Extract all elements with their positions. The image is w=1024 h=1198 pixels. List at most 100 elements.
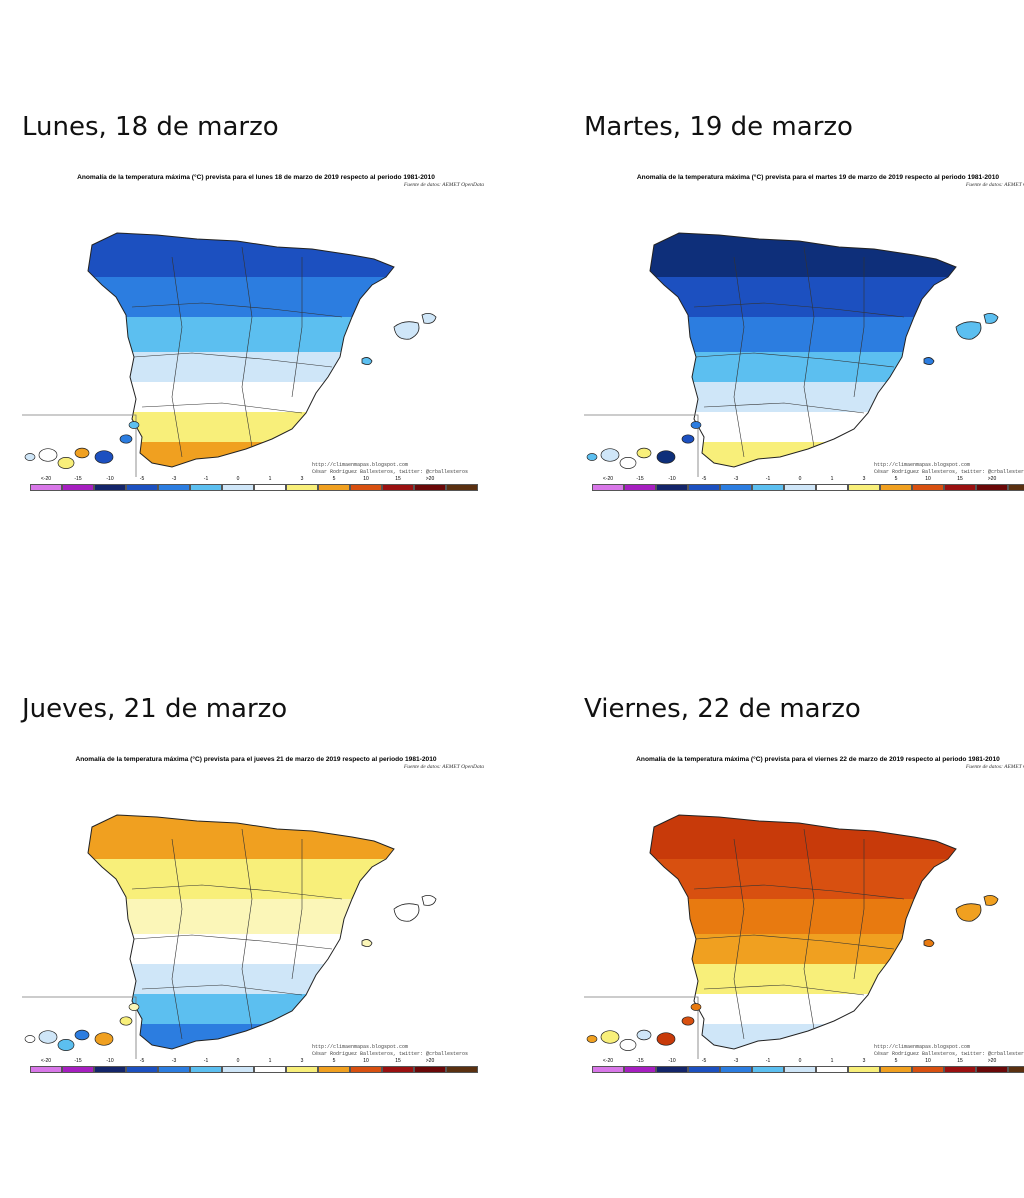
legend-tick: 0 — [236, 476, 240, 482]
legend-swatch — [286, 484, 318, 491]
canary-island — [24, 453, 36, 461]
legend-swatch — [222, 484, 254, 491]
coastline — [649, 232, 957, 468]
canary-island — [57, 1039, 75, 1051]
legend-swatch — [30, 484, 62, 491]
canary-island — [681, 1016, 695, 1026]
legend-swatch — [414, 1066, 446, 1073]
legend-swatch — [624, 1066, 656, 1073]
anomaly-zone — [650, 899, 956, 934]
legend-tick: >20 — [425, 1058, 435, 1064]
legend-tick: 5 — [332, 1058, 336, 1064]
legend-tick: 10 — [363, 1058, 369, 1064]
anomaly-zone — [650, 317, 956, 352]
legend-swatch — [624, 484, 656, 491]
legend-swatch — [848, 484, 880, 491]
province-border — [733, 256, 745, 458]
canary-island — [656, 1032, 676, 1046]
coastline — [87, 232, 395, 468]
panel-heading: Martes, 19 de marzo — [584, 112, 853, 142]
anomaly-zone — [88, 233, 394, 277]
legend-swatch — [720, 484, 752, 491]
legend-swatch — [688, 1066, 720, 1073]
legend-swatch — [446, 1066, 478, 1073]
balearic-island — [421, 313, 437, 324]
legend-tick: 10 — [925, 476, 931, 482]
anomaly-map — [22, 232, 437, 477]
legend-tick: 3 — [862, 1058, 866, 1064]
canary-island — [94, 450, 114, 464]
legend-swatch — [752, 484, 784, 491]
legend-swatch — [414, 484, 446, 491]
legend-swatch — [912, 484, 944, 491]
legend-swatch — [752, 1066, 784, 1073]
legend-swatch — [848, 1066, 880, 1073]
credit-author: César Rodríguez Ballesteros, twitter: @c… — [312, 469, 469, 475]
legend-swatch — [30, 1066, 62, 1073]
legend-tick: 5 — [332, 476, 336, 482]
legend-swatch — [656, 1066, 688, 1073]
map-source: Fuente de datos: AEMET OpenData — [403, 764, 484, 770]
map-panel-jueves: Jueves, 21 de marzo Anomalía de la temper… — [22, 694, 492, 1114]
legend-tick: -5 — [701, 1058, 707, 1064]
province-border — [853, 257, 865, 398]
legend-tick: 15 — [395, 1058, 401, 1064]
legend-tick: -15 — [74, 1058, 82, 1064]
legend-swatch — [126, 484, 158, 491]
legend-swatch — [190, 484, 222, 491]
credit-author: César Rodríguez Ballesteros, twitter: @c… — [312, 1051, 469, 1057]
canary-island — [636, 1029, 652, 1041]
legend-swatch — [816, 1066, 848, 1073]
province-border — [171, 838, 183, 1040]
canary-island — [38, 448, 58, 462]
legend-tick: -1 — [765, 476, 771, 482]
province-border — [131, 302, 343, 318]
legend-tick: -15 — [636, 476, 644, 482]
legend-tick: -5 — [139, 476, 145, 482]
legend-tick: -1 — [203, 476, 209, 482]
legend-tick: 10 — [363, 476, 369, 482]
anomaly-zone — [650, 412, 956, 442]
legend-swatch — [656, 484, 688, 491]
legend-tick: -1 — [765, 1058, 771, 1064]
anomaly-zone — [650, 859, 956, 899]
legend-swatch — [190, 1066, 222, 1073]
map-title: Anomalía de la temperatura máxima (°C) p… — [636, 174, 1000, 181]
canary-island — [619, 1039, 637, 1051]
balearic-island — [955, 903, 982, 922]
credit-url: http://climaenmapas.blogspot.com — [874, 1044, 971, 1050]
balearic-island — [955, 321, 982, 340]
province-border — [703, 402, 865, 414]
canary-inset-frame — [22, 996, 137, 1059]
legend-tick: 3 — [862, 476, 866, 482]
legend-swatch — [126, 1066, 158, 1073]
legend-swatch — [446, 484, 478, 491]
canary-island — [128, 1003, 140, 1011]
province-border — [241, 828, 253, 1030]
legend-tick: 15 — [395, 476, 401, 482]
legend-swatch — [62, 484, 94, 491]
province-border — [703, 984, 865, 996]
legend-tick: 5 — [894, 476, 898, 482]
balearic-island — [393, 903, 420, 922]
canary-island — [681, 434, 695, 444]
legend-swatch — [976, 1066, 1008, 1073]
anomaly-zone — [88, 352, 394, 382]
balearic-island — [361, 939, 373, 947]
legend-tick: 5 — [894, 1058, 898, 1064]
legend-tick: 3 — [300, 476, 304, 482]
legend-swatch — [816, 484, 848, 491]
legend-swatch — [350, 1066, 382, 1073]
legend-tick: -10 — [106, 1058, 114, 1064]
legend-swatch — [318, 1066, 350, 1073]
province-border — [141, 402, 303, 414]
coastline — [87, 814, 395, 1050]
legend-swatch — [318, 484, 350, 491]
panel-heading: Jueves, 21 de marzo — [22, 694, 288, 724]
legend-swatch — [158, 484, 190, 491]
legend-tick: 0 — [236, 1058, 240, 1064]
legend-tick: <-20 — [602, 1058, 614, 1064]
balearic-island — [983, 313, 999, 324]
canary-island — [119, 434, 133, 444]
legend-swatch — [592, 1066, 624, 1073]
